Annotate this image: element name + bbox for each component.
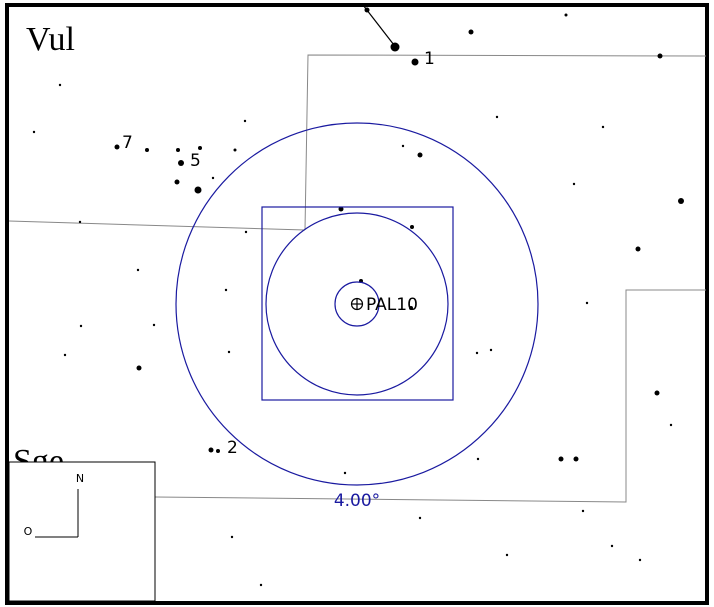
star <box>654 390 660 396</box>
star <box>58 83 62 87</box>
star <box>244 230 248 234</box>
star <box>230 535 234 539</box>
star <box>401 144 405 148</box>
star-label: 1 <box>424 49 435 69</box>
field-of-view <box>175 122 539 486</box>
star <box>418 516 422 520</box>
target-marker <box>350 297 364 311</box>
star <box>390 42 400 52</box>
fov-circle <box>334 281 380 327</box>
star <box>410 225 414 229</box>
star <box>581 509 585 513</box>
star <box>78 220 82 224</box>
star <box>233 148 237 152</box>
star <box>114 144 120 150</box>
star <box>63 353 67 357</box>
fov-square <box>261 206 454 401</box>
compass-west: O <box>24 525 33 538</box>
star-label: 7 <box>122 133 133 153</box>
shape <box>8 461 156 602</box>
star <box>585 301 589 305</box>
star <box>176 148 180 152</box>
star <box>495 115 499 119</box>
star <box>489 348 493 352</box>
star <box>558 456 564 462</box>
star <box>343 471 347 475</box>
star <box>409 306 413 310</box>
star <box>79 324 83 328</box>
fov-circle <box>265 212 449 396</box>
star <box>32 130 36 134</box>
star <box>669 423 673 427</box>
boundary <box>304 54 707 231</box>
boundary <box>154 289 706 503</box>
star <box>211 176 215 180</box>
star <box>476 457 480 461</box>
constellation-label: Vul <box>26 21 75 58</box>
star <box>243 119 247 123</box>
star <box>411 58 419 66</box>
star <box>635 246 641 252</box>
star <box>338 206 344 212</box>
star <box>475 351 479 355</box>
field-size-label: 4.00° <box>334 491 380 511</box>
star <box>178 160 184 166</box>
star <box>678 198 684 204</box>
star-label: 2 <box>227 438 238 458</box>
star <box>194 186 202 194</box>
star <box>227 350 231 354</box>
compass: N O <box>8 461 156 602</box>
star <box>224 288 228 292</box>
star <box>564 13 568 17</box>
star <box>505 553 509 557</box>
star <box>198 146 202 150</box>
star <box>136 365 142 371</box>
star <box>259 583 263 587</box>
star <box>136 268 140 272</box>
star <box>145 148 149 152</box>
star <box>364 7 370 13</box>
star <box>152 323 156 327</box>
star-label: 5 <box>190 151 201 171</box>
star <box>572 182 576 186</box>
star <box>174 179 180 185</box>
star <box>610 544 614 548</box>
star <box>638 558 642 562</box>
target-label: PAL10 <box>366 295 418 315</box>
fov-circle <box>175 122 539 486</box>
star <box>208 447 214 453</box>
boundary <box>8 220 306 231</box>
star <box>657 53 663 59</box>
compass-north: N <box>76 472 84 485</box>
star <box>573 456 579 462</box>
star <box>417 152 423 158</box>
star <box>216 449 220 453</box>
star <box>601 125 605 129</box>
boundaries <box>8 4 707 503</box>
star <box>468 29 474 35</box>
